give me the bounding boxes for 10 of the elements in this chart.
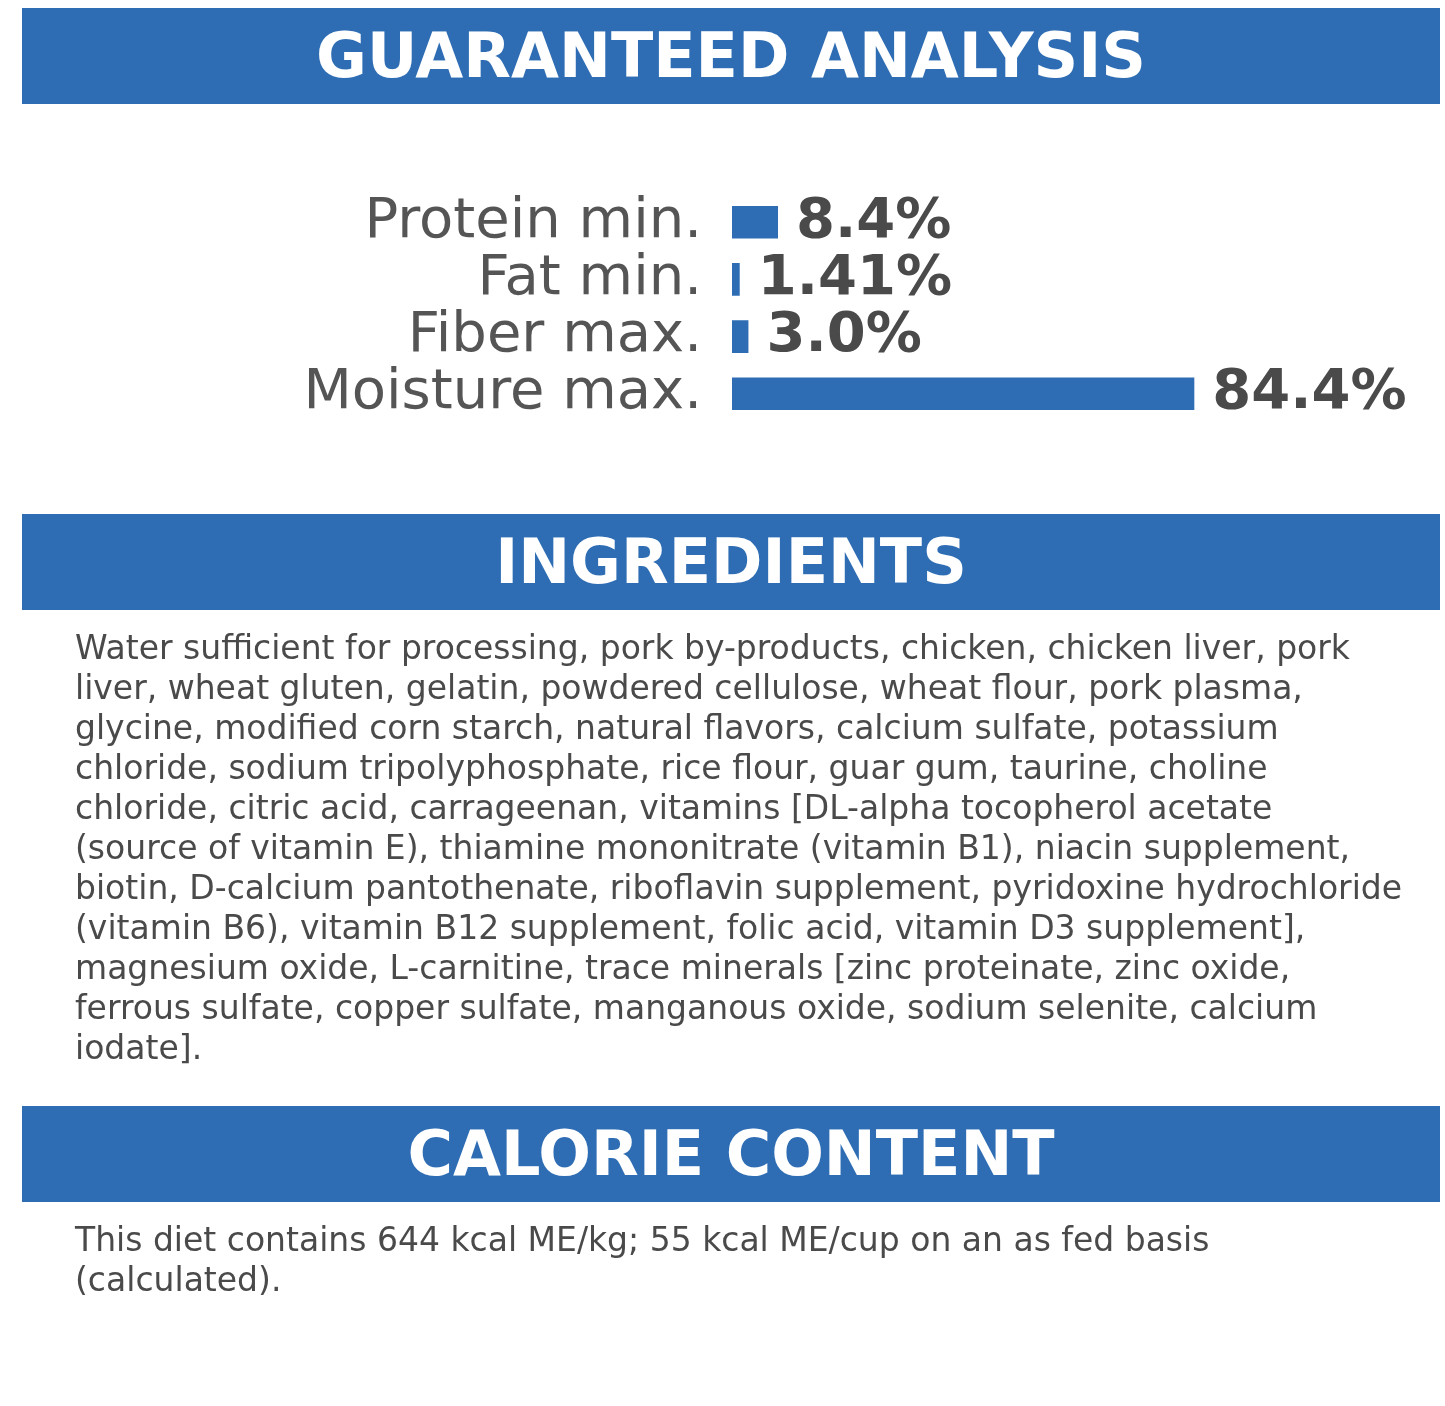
text: CALORIE CONTENT — [22, 1106, 1440, 1202]
bar — [732, 263, 740, 296]
text: This diet contains 644 kcal ME/kg; 55 kcal ME/cup on an as fed basis (calculated). — [75, 1220, 1211, 1300]
text: INGREDIENTS — [22, 514, 1440, 610]
data-label: 84.4% — [1212, 356, 1407, 422]
bar — [732, 320, 749, 353]
bar — [732, 377, 1195, 411]
chart-title: GUARANTEED ANALYSIS — [22, 8, 1440, 104]
bar — [732, 205, 779, 239]
text: Water sufficient for processing, pork by-products, chicken, chicken liver, pork liver, wheat gluten, gelatin, powdered cellulose, wheat flour, pork plasma, glycine, modified corn starch, natural flavors, calcium sulfate, potassium chloride, sodium tripolyphosphate, rice flour, guar gum, taurine, choline chloride, citric acid, carrageenan, vitamins [DL-alpha tocopherol acetate (source of vitamin E), thiamine mononitrate (vitamin B1), niacin supplement, biotin, D-calcium pantothenate, riboflavin supplement, pyridoxine hydrochloride (vitamin B6), vitamin B12 supplement, folic acid, vitamin D3 supplement], magnesium oxide, L-carnitine, trace minerals [zinc proteinate, zinc oxide, ferrous sulfate, copper sulfate, manganous oxide, sodium selenite, calcium iodate]. — [75, 628, 1403, 1067]
